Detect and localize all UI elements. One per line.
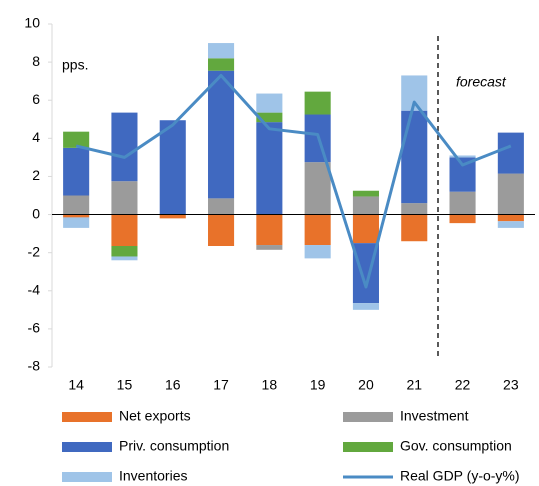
bar-segment: [111, 112, 138, 182]
x-tick-label: 20: [358, 377, 374, 393]
bar-segment: [111, 214, 138, 246]
bar-segment: [497, 221, 524, 228]
bar-segment: [208, 70, 235, 199]
bar-segment: [111, 245, 138, 257]
legend-marker: [62, 442, 112, 452]
bar-segment: [401, 110, 428, 204]
bar-segment: [304, 245, 331, 259]
legend-label: Investment: [400, 408, 469, 424]
bar-segment: [304, 91, 331, 115]
bar-segment: [352, 196, 379, 215]
x-tick-label: 17: [213, 377, 229, 393]
y-tick-label: -8: [28, 358, 41, 374]
gdp-line: [75, 73, 512, 289]
x-tick-label: 16: [165, 377, 181, 393]
x-tick-label: 19: [310, 377, 326, 393]
legend-label: Gov. consumption: [400, 438, 512, 454]
bar-segment: [449, 155, 476, 158]
bar-segment: [401, 203, 428, 215]
bar-segment: [256, 122, 283, 215]
bar-segment: [63, 195, 90, 215]
bar-segment: [208, 198, 235, 215]
bar-segment: [497, 214, 524, 222]
bar-segment: [497, 173, 524, 215]
y-tick-label: 10: [24, 15, 40, 31]
y-tick-label: 8: [32, 53, 40, 69]
x-tick-label: 21: [406, 377, 422, 393]
bar-segment: [63, 131, 90, 148]
forecast-annotation: forecast: [456, 74, 507, 90]
bar-segment: [208, 43, 235, 59]
bar-segment: [401, 214, 428, 242]
bar-segment: [256, 112, 283, 123]
bar-segment: [256, 214, 283, 246]
legend-label: Inventories: [119, 468, 187, 484]
bar-segment: [208, 58, 235, 71]
bar-segment: [352, 190, 379, 197]
bar-segment: [63, 217, 90, 228]
y-tick-label: 4: [32, 129, 40, 145]
y-tick-label: 0: [32, 205, 40, 221]
bar-segment: [449, 214, 476, 224]
legend-label: Priv. consumption: [119, 438, 229, 454]
bar-segment: [352, 214, 379, 244]
legend-marker: [62, 472, 112, 482]
bar-segment: [63, 147, 90, 196]
bar-segment: [304, 214, 331, 246]
bar-segment: [449, 191, 476, 215]
bar-segment: [256, 93, 283, 113]
x-tick-label: 22: [455, 377, 471, 393]
unit-annotation: pps.: [62, 57, 88, 73]
y-tick-label: 2: [32, 167, 40, 183]
y-tick-label: -6: [28, 320, 41, 336]
legend-label: Net exports: [119, 408, 191, 424]
bar-segment: [352, 303, 379, 310]
bar-segment: [111, 181, 138, 215]
bar-segment: [159, 120, 186, 215]
legend-marker: [343, 412, 393, 422]
y-tick-label: -4: [28, 281, 41, 297]
bar-segment: [304, 162, 331, 215]
bar-segment: [159, 214, 186, 219]
y-tick-label: -2: [28, 243, 41, 259]
x-tick-label: 23: [503, 377, 519, 393]
bar-segment: [497, 132, 524, 174]
bar-segment: [63, 214, 90, 218]
x-tick-label: 15: [117, 377, 133, 393]
bar-segment: [208, 214, 235, 246]
legend-marker: [62, 412, 112, 422]
y-tick-label: 6: [32, 91, 40, 107]
x-tick-label: 14: [68, 377, 84, 393]
legend-label: Real GDP (y-o-y%): [400, 468, 520, 484]
x-tick-label: 18: [262, 377, 278, 393]
bar-segment: [111, 256, 138, 261]
bar-segment: [256, 245, 283, 250]
legend-marker: [343, 442, 393, 452]
